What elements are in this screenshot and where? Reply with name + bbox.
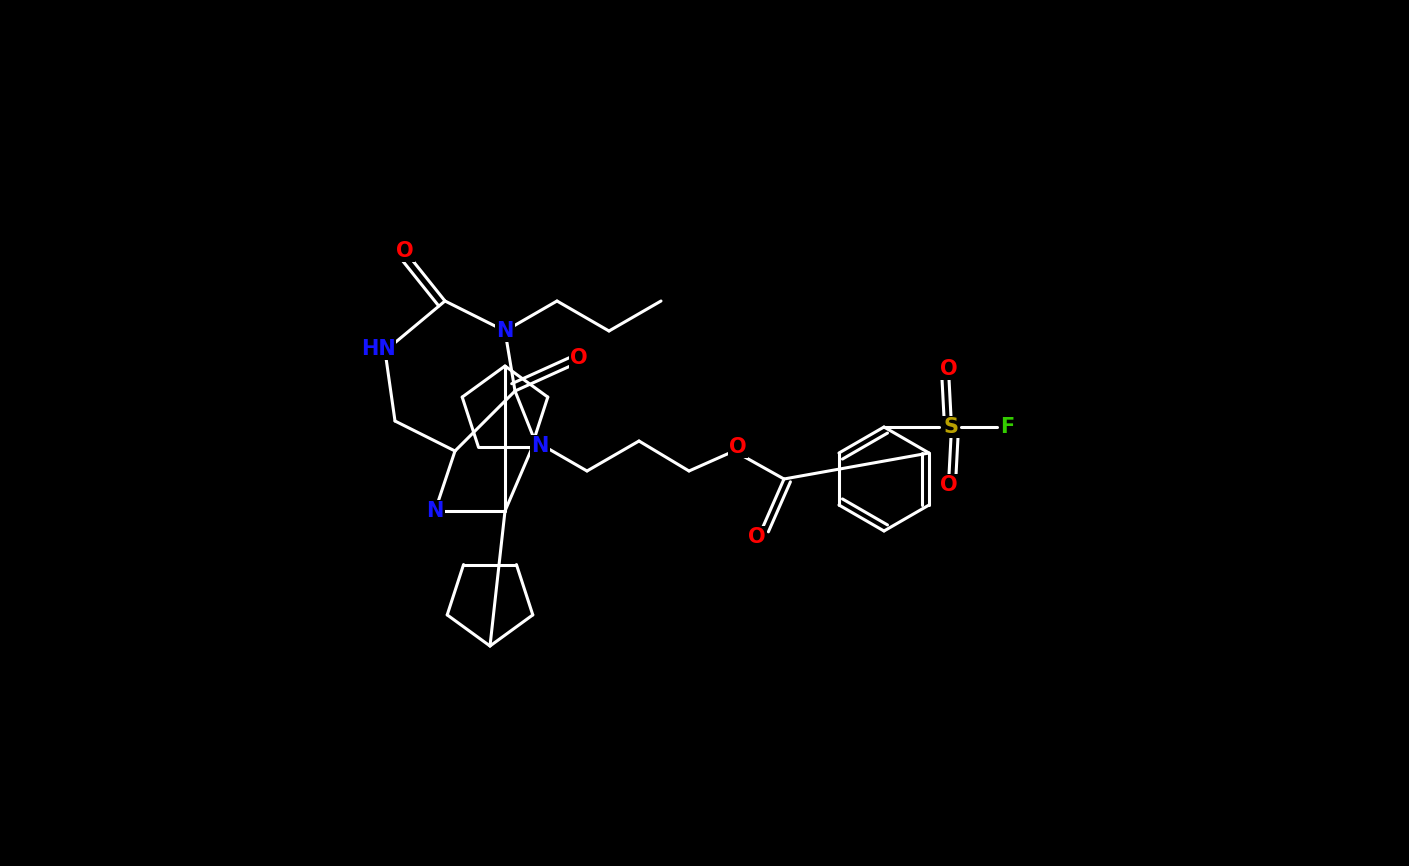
Text: S: S	[944, 417, 958, 437]
Text: O: O	[571, 348, 588, 368]
Text: HN: HN	[361, 339, 396, 359]
Text: N: N	[496, 321, 514, 341]
Text: N: N	[531, 436, 548, 456]
Text: N: N	[427, 501, 444, 521]
Text: O: O	[396, 241, 414, 261]
Text: F: F	[1000, 417, 1014, 437]
Text: O: O	[940, 475, 958, 495]
Text: O: O	[940, 359, 958, 379]
Text: O: O	[748, 527, 766, 547]
Text: O: O	[730, 437, 747, 457]
